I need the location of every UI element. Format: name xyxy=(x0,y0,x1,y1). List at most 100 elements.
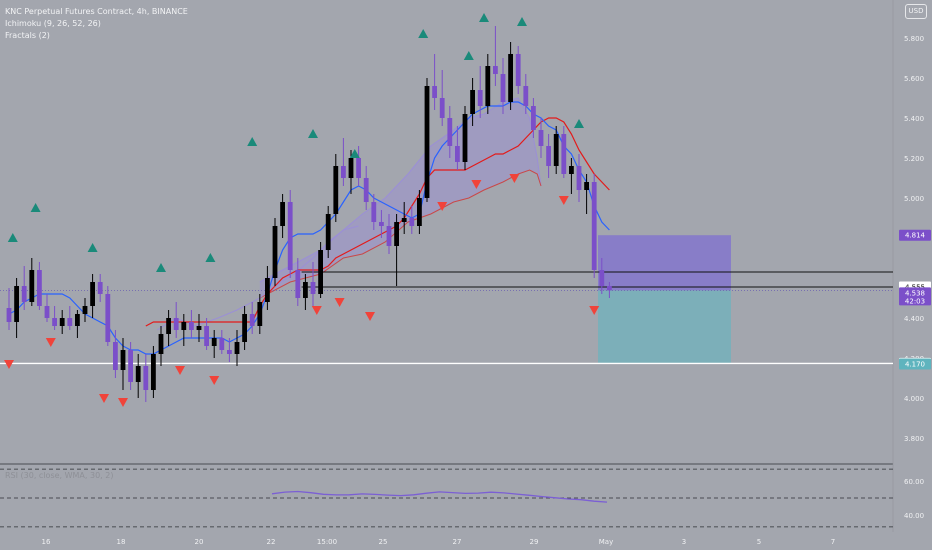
fractal-up-marker xyxy=(418,29,429,38)
candle-body xyxy=(310,282,316,294)
kijun-line xyxy=(145,117,610,327)
fractal-down-marker xyxy=(209,376,220,385)
candle-body xyxy=(52,318,57,326)
candle-body xyxy=(303,282,308,298)
y-tick-label: 5.200 xyxy=(904,155,924,163)
fractal-up-marker xyxy=(247,137,258,146)
stop-loss-zone xyxy=(598,235,731,291)
candle-body xyxy=(333,166,339,214)
candle-body xyxy=(120,350,126,370)
fractal-down-marker xyxy=(471,180,482,189)
fractals-label[interactable]: Fractals (2) xyxy=(5,31,50,40)
y-tick-label: 5.800 xyxy=(904,35,924,43)
candle-body xyxy=(44,306,50,318)
candle-body xyxy=(29,270,35,302)
candle-body xyxy=(417,198,422,226)
candle-body xyxy=(14,286,19,322)
price-label-bg xyxy=(899,229,931,241)
chart-legend: KNC Perpetual Futures Contract, 4h, BINA… xyxy=(5,6,188,42)
candle-body xyxy=(166,318,171,334)
candle-body xyxy=(265,278,270,302)
fractal-down-marker xyxy=(311,306,322,315)
candle-body xyxy=(447,118,453,146)
countdown-label: 42:03 xyxy=(905,297,925,305)
currency-button[interactable]: USD xyxy=(905,4,927,19)
fractal-down-marker xyxy=(334,298,345,307)
candle-body xyxy=(257,302,263,326)
x-tick-label: 15:00 xyxy=(317,538,337,546)
x-tick-label: 3 xyxy=(682,538,686,546)
candle-body xyxy=(37,270,42,306)
candle-body xyxy=(561,134,567,174)
candle-body xyxy=(128,350,133,382)
fractal-up-marker xyxy=(7,233,18,242)
candle-body xyxy=(242,314,247,342)
candle-body xyxy=(432,86,437,98)
fractal-down-marker xyxy=(99,394,109,403)
fractal-down-marker xyxy=(4,360,14,369)
candle-body xyxy=(295,270,301,298)
candle-body xyxy=(249,314,255,326)
candle-body xyxy=(538,130,544,146)
candle-body xyxy=(151,354,156,390)
fractal-up-marker xyxy=(349,149,360,158)
y-tick-label: 4.000 xyxy=(904,395,924,403)
candle-body xyxy=(515,54,521,86)
candle-body xyxy=(401,218,407,222)
candle-body xyxy=(531,106,536,130)
fractal-up-marker xyxy=(87,243,98,252)
fractal-up-marker xyxy=(517,17,527,26)
candle-body xyxy=(181,322,187,330)
candle-body xyxy=(173,318,179,330)
fractal-up-marker xyxy=(156,263,166,272)
candle-body xyxy=(272,226,278,278)
candle-body xyxy=(90,282,95,306)
x-tick-label: 22 xyxy=(267,538,276,546)
candle-body xyxy=(363,178,369,202)
candle-body xyxy=(371,202,377,222)
fractal-up-marker xyxy=(308,129,318,138)
y-tick-label: 5.400 xyxy=(904,115,924,123)
candle-body xyxy=(21,286,27,302)
candle-body xyxy=(105,294,111,342)
fractal-down-marker xyxy=(558,196,569,205)
candle-body xyxy=(158,334,164,354)
fractal-down-marker xyxy=(437,202,448,211)
price-label: 4.538 xyxy=(905,289,925,297)
x-tick-label: 27 xyxy=(453,538,462,546)
candle-body xyxy=(234,342,240,354)
candle-body xyxy=(318,250,323,294)
candle-body xyxy=(553,134,559,166)
x-tick-label: 5 xyxy=(757,538,761,546)
y-tick-label: 5.000 xyxy=(904,195,924,203)
candle-body xyxy=(280,202,285,226)
candle-body xyxy=(591,182,597,270)
candle-body xyxy=(470,90,475,114)
candle-body xyxy=(485,66,491,106)
candle-body xyxy=(462,114,468,162)
ichimoku-cloud xyxy=(259,98,541,298)
take-profit-zone xyxy=(598,290,731,364)
fractal-up-marker xyxy=(463,51,474,60)
price-label: 4.814 xyxy=(905,232,926,240)
candle-body xyxy=(59,318,65,326)
rsi-legend: RSI (30, close, WMA, 30, 2) xyxy=(5,471,114,480)
candle-body xyxy=(477,90,483,106)
candle-body xyxy=(546,146,551,166)
candle-body xyxy=(439,98,445,118)
candle-body xyxy=(493,66,498,74)
y-tick-label: 4.400 xyxy=(904,315,924,323)
candle-body xyxy=(211,338,217,346)
cloud-span-a xyxy=(259,97,542,283)
candle-body xyxy=(523,86,529,106)
candle-body xyxy=(219,338,225,350)
x-tick-label: 29 xyxy=(530,538,539,546)
fractal-down-marker xyxy=(589,306,600,315)
fractal-down-marker xyxy=(365,312,375,321)
ichimoku-label[interactable]: Ichimoku (9, 26, 52, 26) xyxy=(5,19,101,28)
x-tick-label: 20 xyxy=(195,538,204,546)
candle-body xyxy=(6,308,12,322)
candle-body xyxy=(576,166,582,190)
candle-body xyxy=(227,350,232,354)
